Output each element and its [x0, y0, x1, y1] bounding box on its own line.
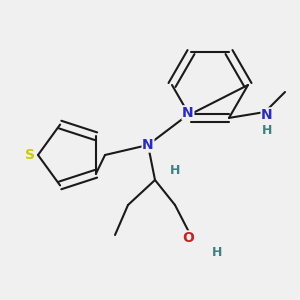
- Text: O: O: [182, 231, 194, 245]
- Text: H: H: [170, 164, 180, 176]
- Text: N: N: [142, 138, 154, 152]
- Text: N: N: [261, 108, 273, 122]
- Text: N: N: [182, 106, 194, 120]
- Text: S: S: [25, 148, 35, 162]
- Text: H: H: [212, 245, 222, 259]
- Text: H: H: [262, 124, 272, 136]
